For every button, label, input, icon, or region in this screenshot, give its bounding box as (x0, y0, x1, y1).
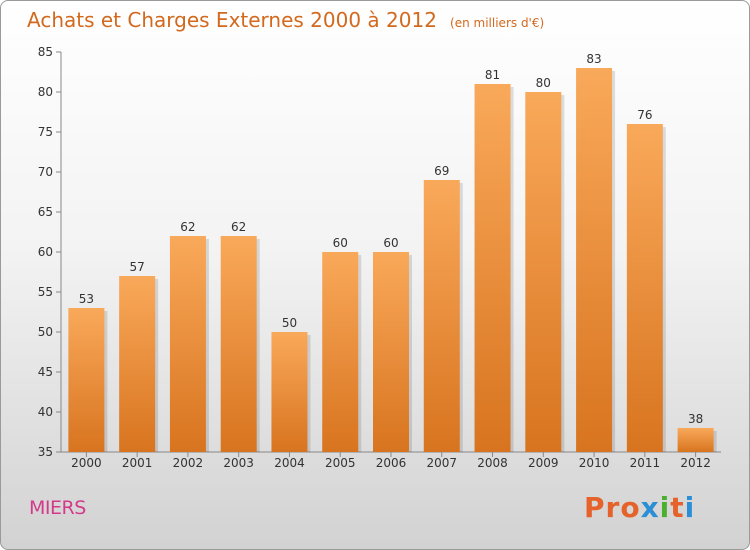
chart-axes: 35 40 45 50 55 60 65 70 75 80 85 2000 2001 2002 2003 20… (38, 45, 721, 470)
x-tick-label-2010: 2010 (579, 456, 610, 470)
chart-unit: (en milliers d'€) (450, 16, 545, 30)
logo-letter: P (584, 491, 606, 524)
bar-2001[interactable] (119, 276, 156, 452)
x-tick-label-2006: 2006 (376, 456, 407, 470)
y-tick-label: 80 (38, 85, 53, 99)
data-label-2008: 81 (485, 68, 500, 82)
data-label-2003: 62 (231, 220, 246, 234)
logo-letter: o (620, 491, 641, 524)
x-tick-label-2007: 2007 (426, 456, 457, 470)
logo-letter: t (670, 491, 685, 524)
y-tick-label: 55 (38, 285, 53, 299)
y-tick-label: 70 (38, 165, 53, 179)
data-label-2002: 62 (180, 220, 195, 234)
data-label-2005: 60 (333, 236, 348, 250)
data-label-2004: 50 (282, 316, 297, 330)
bar-2004[interactable] (271, 332, 308, 452)
bar-2005[interactable] (322, 252, 359, 452)
x-tick-label-2011: 2011 (630, 456, 661, 470)
x-tick-label-2001: 2001 (122, 456, 153, 470)
x-tick-label-2009: 2009 (528, 456, 559, 470)
y-tick-label: 35 (38, 445, 53, 459)
data-label-2006: 60 (383, 236, 398, 250)
proxiti-logo[interactable]: Proxiti (584, 491, 695, 524)
y-tick-label: 50 (38, 325, 53, 339)
bar-2000[interactable] (68, 308, 105, 452)
data-label-2007: 69 (434, 164, 449, 178)
y-tick-label: 85 (38, 45, 53, 59)
data-label-2000: 53 (79, 292, 94, 306)
chart-labels: 53 57 62 62 50 60 60 69 81 80 83 76 38 (79, 52, 704, 426)
bar-2007[interactable] (423, 180, 460, 452)
y-tick-label: 60 (38, 245, 53, 259)
data-label-2010: 83 (586, 52, 601, 66)
logo-letter: r (605, 491, 621, 524)
y-tick-label: 75 (38, 125, 53, 139)
bar-2011[interactable] (626, 124, 663, 452)
y-tick-label: 45 (38, 365, 53, 379)
logo-letter: i (684, 491, 696, 524)
commune-name: MIERS (29, 497, 86, 519)
data-label-2009: 80 (536, 76, 551, 90)
y-tick-label: 40 (38, 405, 53, 419)
chart-bars (68, 68, 717, 452)
bar-2006[interactable] (373, 252, 409, 452)
bar-2008[interactable] (474, 84, 511, 452)
x-tick-label-2004: 2004 (274, 456, 305, 470)
chart-title: Achats et Charges Externes 2000 à 2012 (27, 8, 437, 32)
y-tick-label: 65 (38, 205, 53, 219)
bar-2010[interactable] (576, 68, 613, 452)
data-label-2001: 57 (130, 260, 145, 274)
data-label-2012: 38 (688, 412, 703, 426)
logo-letter: x (640, 491, 660, 524)
x-tick-label-2003: 2003 (223, 456, 254, 470)
bar-2002[interactable] (169, 236, 206, 452)
x-tick-label-2000: 2000 (71, 456, 102, 470)
x-tick-label-2005: 2005 (325, 456, 356, 470)
x-tick-label-2008: 2008 (477, 456, 508, 470)
x-tick-label-2002: 2002 (173, 456, 204, 470)
logo-letter: i (659, 491, 671, 524)
data-label-2011: 76 (637, 108, 652, 122)
bar-2009[interactable] (525, 92, 562, 452)
x-tick-label-2012: 2012 (680, 456, 711, 470)
chart-header: Achats et Charges Externes 2000 à 2012 (… (27, 8, 544, 32)
bar-2012[interactable] (677, 428, 714, 452)
bar-2003[interactable] (220, 236, 257, 452)
